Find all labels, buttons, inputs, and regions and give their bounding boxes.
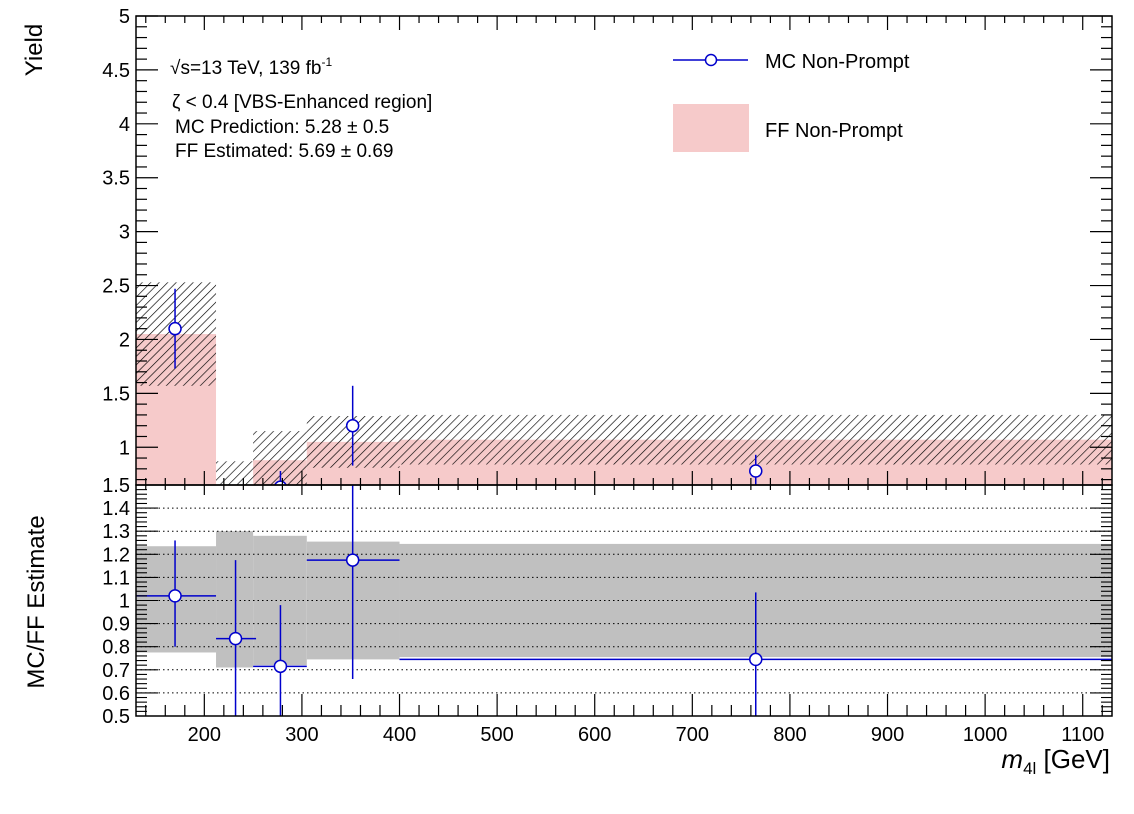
legend-mc-label: MC Non-Prompt (765, 51, 910, 73)
x-tick-label: 900 (871, 724, 904, 746)
energy-superscript: -1 (321, 55, 332, 69)
x-tick-label: 600 (578, 724, 611, 746)
top-axis-ticks (136, 15, 1112, 485)
x-tick-label: 1100 (1061, 724, 1104, 746)
ff-estimated-annotation: FF Estimated: 5.69 ± 0.69 (175, 141, 393, 162)
x-tick-label: 500 (480, 724, 513, 746)
bottom-y-tick-label: 0.5 (102, 706, 130, 728)
x-tick-label: 300 (285, 724, 318, 746)
sqrt-symbol: √ (170, 58, 181, 79)
top-y-tick-label: 2.5 (102, 276, 130, 298)
bottom-y-tick-label: 1 (119, 591, 130, 613)
x-tick-label: 700 (676, 724, 709, 746)
ratio-uncertainty-band (136, 531, 1112, 668)
energy-annotation: √s=13 TeV, 139 fb-1 (170, 55, 332, 79)
legend: MC Non-Prompt FF Non-Prompt (673, 51, 910, 152)
top-y-tick-label: 2 (119, 329, 130, 351)
top-panel: 1 1.5 2 2.5 3 3.5 4 4.5 5 Yield √s=13 TeV, 139 f… (21, 6, 1113, 513)
ratio-point (345, 553, 360, 567)
bottom-y-tick-label: 0.8 (102, 637, 130, 659)
top-y-tick-label: 1 (119, 437, 130, 459)
mc-point (168, 321, 182, 336)
bottom-y-tick-label: 1.2 (102, 544, 130, 566)
x-axis-label: m4l [GeV] (1001, 744, 1110, 778)
x-tick-labels: 200 300 400 500 600 700 800 900 1000 1100 (188, 724, 1105, 746)
x-axis-label-unit: [GeV] (1036, 744, 1110, 774)
top-y-tick-label: 3.5 (102, 168, 130, 190)
mc-point (345, 418, 360, 433)
legend-ff-swatch (673, 104, 749, 152)
bottom-panel: 0.50.60.70.80.911.11.21.31.41.5 200 300 40… (23, 475, 1113, 778)
ratio-point (168, 589, 182, 603)
ff-uncertainty-band (136, 282, 1112, 485)
legend-mc-marker (704, 53, 718, 67)
ff-error-hatch (216, 461, 254, 485)
bottom-y-tick-label: 1.1 (102, 567, 130, 589)
x-tick-label: 800 (773, 724, 806, 746)
x-axis-label-main: m (1001, 744, 1023, 774)
annotations: √s=13 TeV, 139 fb-1 ζ < 0.4 [VBS-Enhance… (170, 55, 432, 162)
top-y-tick-label: 1.5 (102, 383, 130, 405)
bottom-y-tick-label: 0.9 (102, 614, 130, 636)
legend-ff-label: FF Non-Prompt (765, 120, 903, 142)
ratio-point (273, 659, 288, 674)
bottom-y-tick-label: 1.5 (102, 475, 130, 497)
bottom-y-tick-labels: 0.50.60.70.80.911.11.21.31.41.5 (102, 475, 130, 728)
x-axis-label-sub: 4l (1023, 759, 1036, 778)
bottom-y-tick-label: 0.7 (102, 660, 130, 682)
ratio-point (228, 631, 243, 646)
x-tick-label: 400 (383, 724, 416, 746)
top-frame (135, 15, 1113, 486)
top-y-tick-label: 5 (119, 6, 130, 28)
x-tick-label: 1000 (963, 724, 1008, 746)
top-y-axis-label: Yield (21, 24, 48, 76)
x-tick-label: 200 (188, 724, 221, 746)
energy-text: s=13 TeV, 139 fb (180, 58, 321, 79)
bottom-y-tick-label: 1.4 (102, 498, 130, 520)
bottom-y-axis-label: MC/FF Estimate (23, 515, 50, 688)
bottom-y-tick-label: 0.6 (102, 683, 130, 705)
top-y-tick-label: 4.5 (102, 60, 130, 82)
bottom-y-tick-label: 1.3 (102, 521, 130, 543)
region-annotation: ζ < 0.4 [VBS-Enhanced region] (172, 92, 432, 113)
mc-point (749, 464, 763, 478)
mc-point (230, 501, 242, 513)
mc-points (168, 288, 763, 513)
top-y-tick-label: 3 (119, 222, 130, 244)
mc-point (274, 480, 287, 485)
mc-prediction-annotation: MC Prediction: 5.28 ± 0.5 (175, 117, 389, 138)
bottom-axis-ticks (136, 484, 1112, 717)
top-y-tick-label: 4 (119, 114, 130, 136)
ratio-points (136, 485, 1112, 716)
ratio-point (749, 652, 763, 667)
ratio-grid (136, 507, 1112, 694)
top-y-tick-labels: 1 1.5 2 2.5 3 3.5 4 4.5 5 (102, 6, 130, 459)
